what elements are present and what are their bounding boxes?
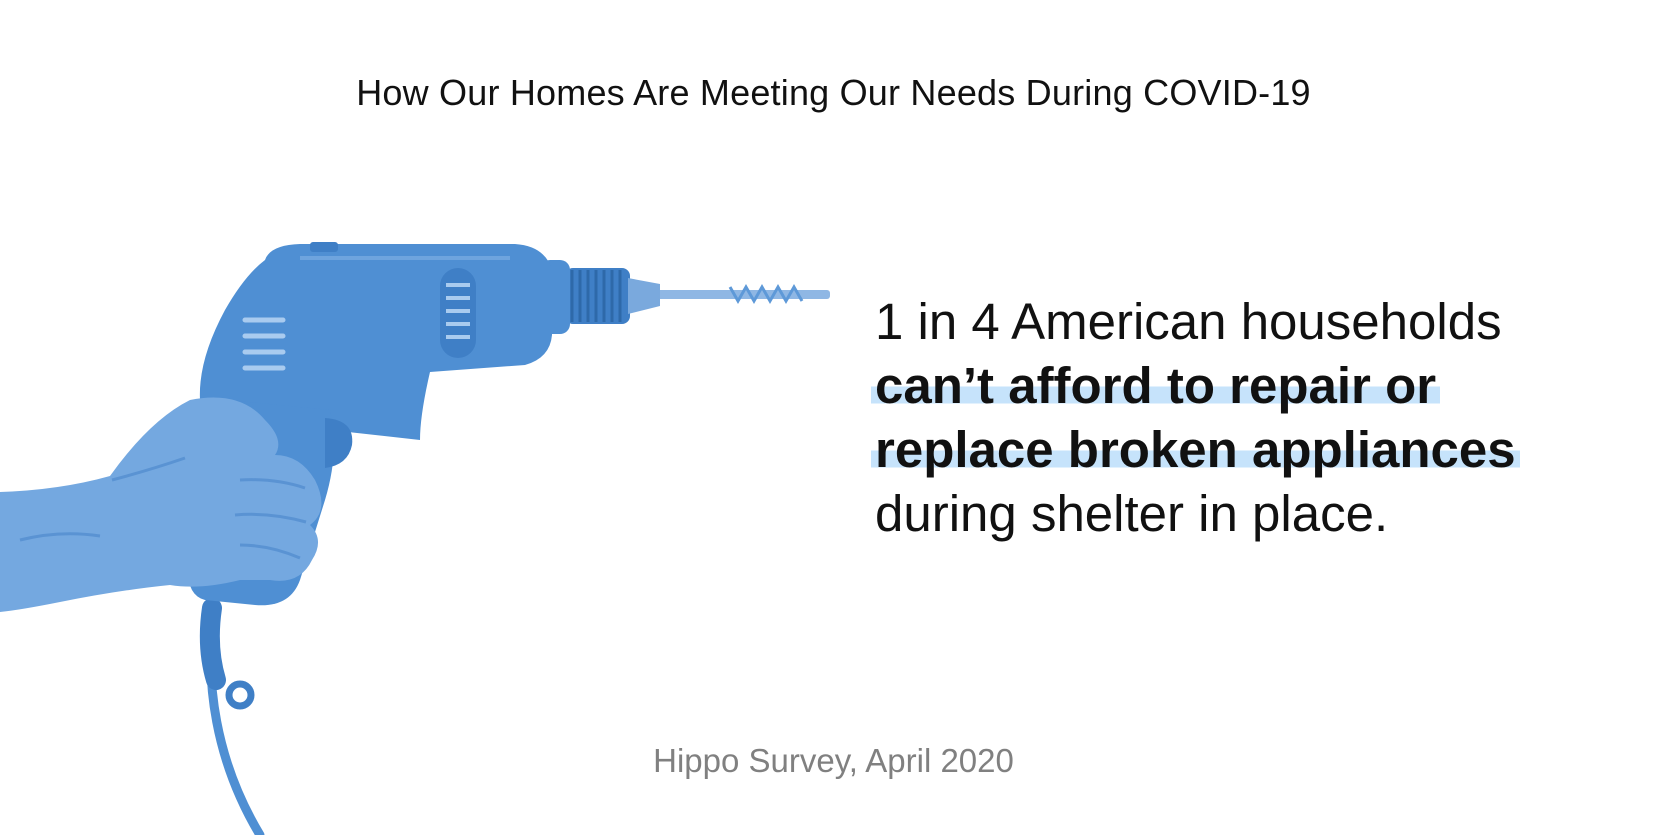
power-drill-in-hand-icon — [0, 242, 830, 835]
statistic-text: 1 in 4 American households can’t afford … — [871, 290, 1655, 546]
stat-highlight-line-1: can’t afford to repair or — [871, 357, 1441, 414]
stat-line-4: during shelter in place. — [875, 485, 1389, 542]
stat-line-1: 1 in 4 American households — [875, 293, 1502, 350]
stat-highlight-line-2: replace broken appliances — [871, 421, 1520, 478]
page-title: How Our Homes Are Meeting Our Needs Duri… — [356, 72, 1311, 113]
source-caption: Hippo Survey, April 2020 — [653, 742, 1014, 779]
